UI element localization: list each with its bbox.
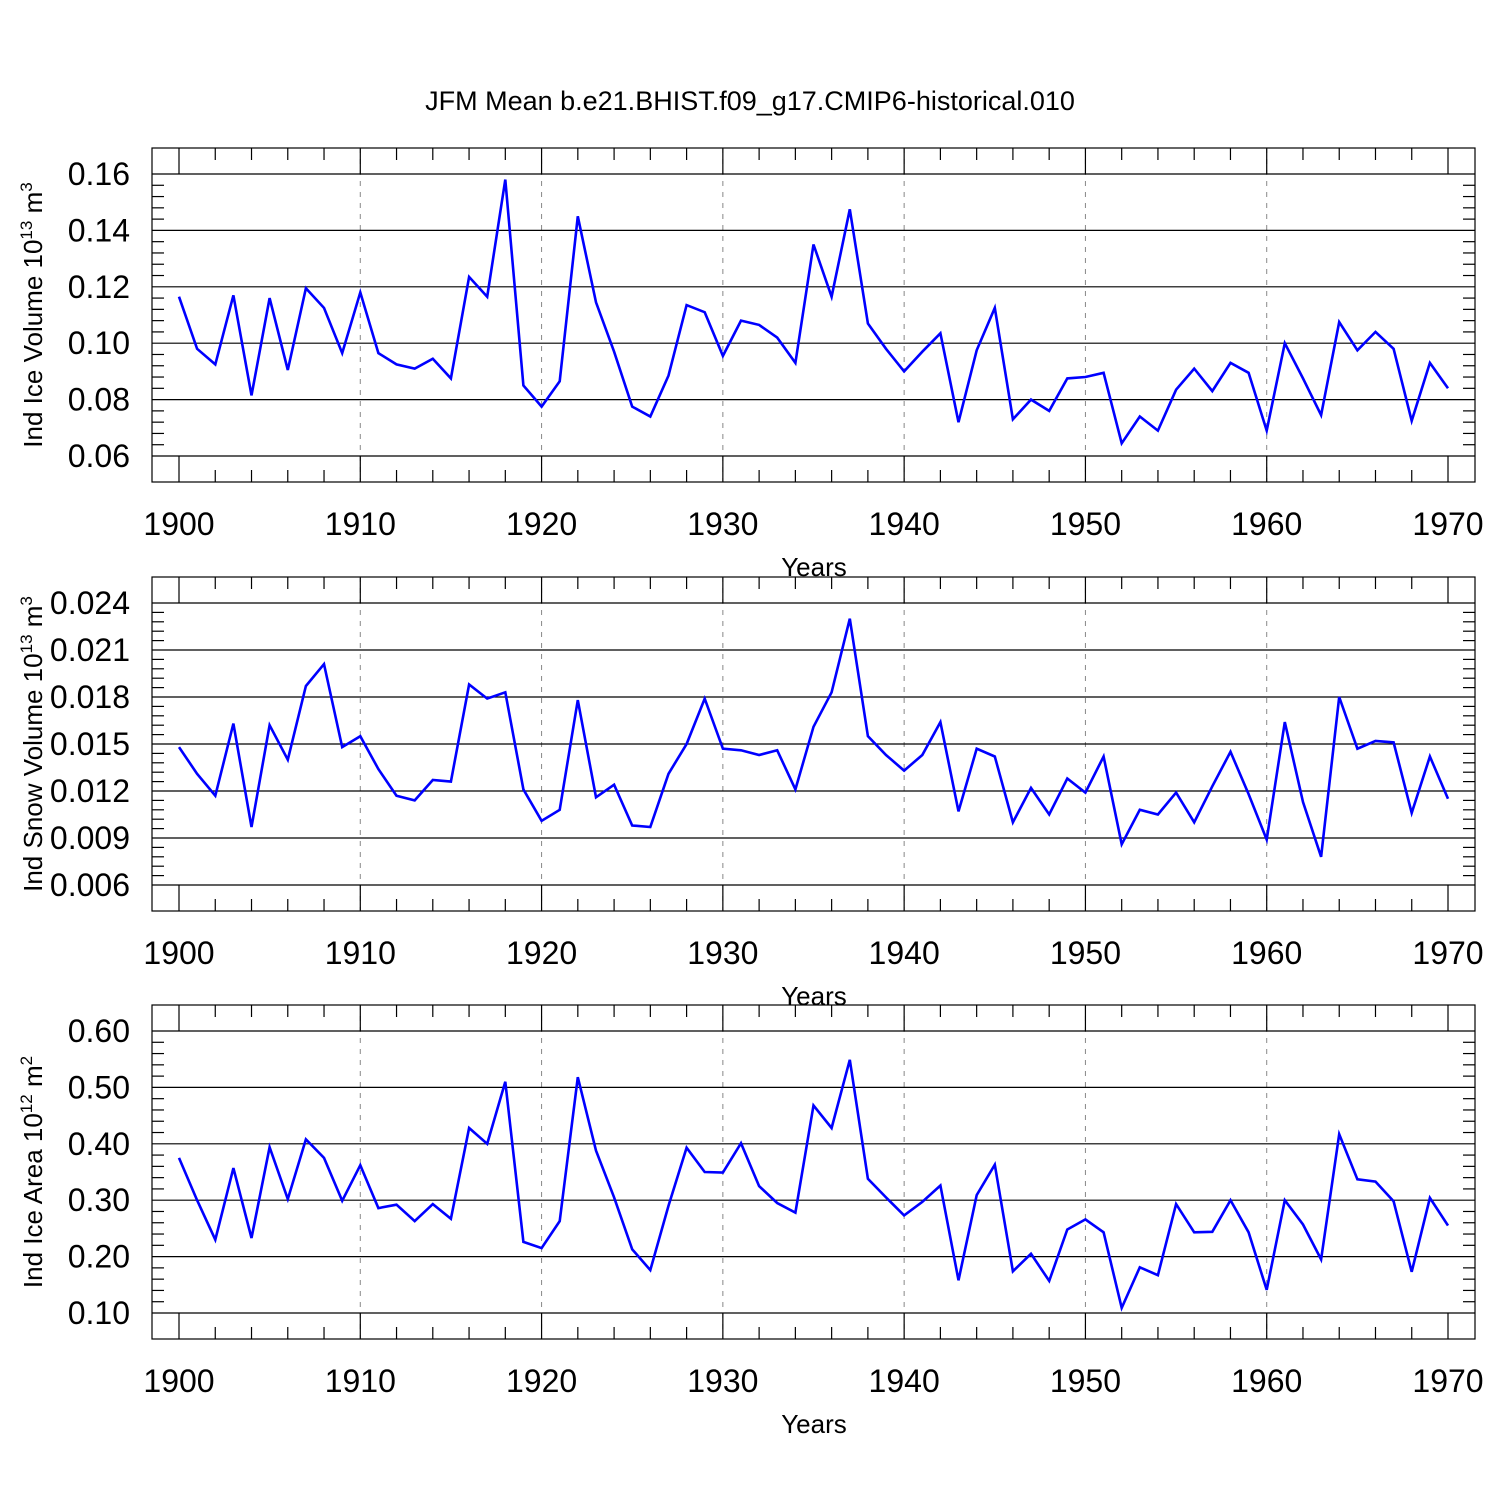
series-line-ice-volume (177, 179, 1450, 447)
x-tick-label: 1950 (1050, 506, 1121, 542)
x-tick-label: 1950 (1050, 1363, 1121, 1399)
y-tick-label: 0.14 (68, 212, 130, 248)
x-tick-label: 1970 (1412, 506, 1483, 542)
y-axis-label: Ind Ice Volume 1013 m3 (17, 182, 48, 447)
y-tick-label: 0.009 (50, 820, 130, 856)
y-tick-label: 0.50 (68, 1069, 130, 1105)
y-tick-label: 0.024 (50, 585, 130, 621)
y-tick-label: 0.16 (68, 156, 130, 192)
x-tick-label: 1970 (1412, 1363, 1483, 1399)
x-tick-label: 1970 (1412, 935, 1483, 971)
y-tick-label: 0.10 (68, 1295, 130, 1331)
y-axis-label: Ind Ice Area 1012 m2 (17, 1056, 48, 1288)
y-tick-label: 0.006 (50, 867, 130, 903)
panel-ice-area: 0.10 0.20 0.30 0.40 0.50 0.60 1900 1910 1920 1930… (17, 1004, 1484, 1439)
x-tick-label: 1920 (506, 935, 577, 971)
x-tick-label: 1940 (869, 506, 940, 542)
x-tick-label: 1920 (506, 1363, 577, 1399)
y-tick-label: 0.40 (68, 1126, 130, 1162)
x-tick-label: 1910 (325, 935, 396, 971)
x-tick-label: 1930 (687, 935, 758, 971)
x-axis-label: Years (781, 1409, 847, 1439)
y-tick-label: 0.06 (68, 438, 130, 474)
y-tick-label: 0.018 (50, 679, 130, 715)
y-tick-label: 0.10 (68, 325, 130, 361)
panel-ice-volume: 0.06 0.08 0.10 0.12 0.14 0.16 1900 1910 1920 1930… (17, 147, 1484, 582)
y-tick-label: 0.12 (68, 269, 130, 305)
y-tick-label: 0.30 (68, 1182, 130, 1218)
y-tick-label: 0.021 (50, 632, 130, 668)
y-tick-label: 0.60 (68, 1013, 130, 1049)
x-tick-label: 1940 (869, 1363, 940, 1399)
x-tick-label: 1910 (325, 506, 396, 542)
y-axis-label: Ind Snow Volume 1013 m3 (17, 596, 48, 892)
x-tick-label: 1900 (143, 506, 214, 542)
x-tick-label: 1960 (1231, 1363, 1302, 1399)
series-line-ice-area (177, 1059, 1450, 1312)
x-tick-label: 1960 (1231, 506, 1302, 542)
y-tick-label: 0.012 (50, 773, 130, 809)
x-tick-label: 1900 (143, 1363, 214, 1399)
x-tick-label: 1930 (687, 1363, 758, 1399)
plot-frame (151, 147, 1476, 483)
x-tick-label: 1930 (687, 506, 758, 542)
x-axis-label: Years (781, 981, 847, 1011)
chart-title: JFM Mean b.e21.BHIST.f09_g17.CMIP6-histo… (425, 86, 1075, 116)
x-tick-label: 1960 (1231, 935, 1302, 971)
y-tick-label: 0.08 (68, 382, 130, 418)
x-tick-label: 1910 (325, 1363, 396, 1399)
x-tick-label: 1940 (869, 935, 940, 971)
x-tick-label: 1950 (1050, 935, 1121, 971)
y-tick-label: 0.015 (50, 726, 130, 762)
plot-frame (151, 1004, 1476, 1340)
panel-snow-volume: 0.006 0.009 0.012 0.015 0.018 0.021 0.024 1900 1… (17, 576, 1484, 1011)
series-line-snow-volume (177, 618, 1450, 858)
x-tick-label: 1900 (143, 935, 214, 971)
x-tick-label: 1920 (506, 506, 577, 542)
y-tick-label: 0.20 (68, 1239, 130, 1275)
